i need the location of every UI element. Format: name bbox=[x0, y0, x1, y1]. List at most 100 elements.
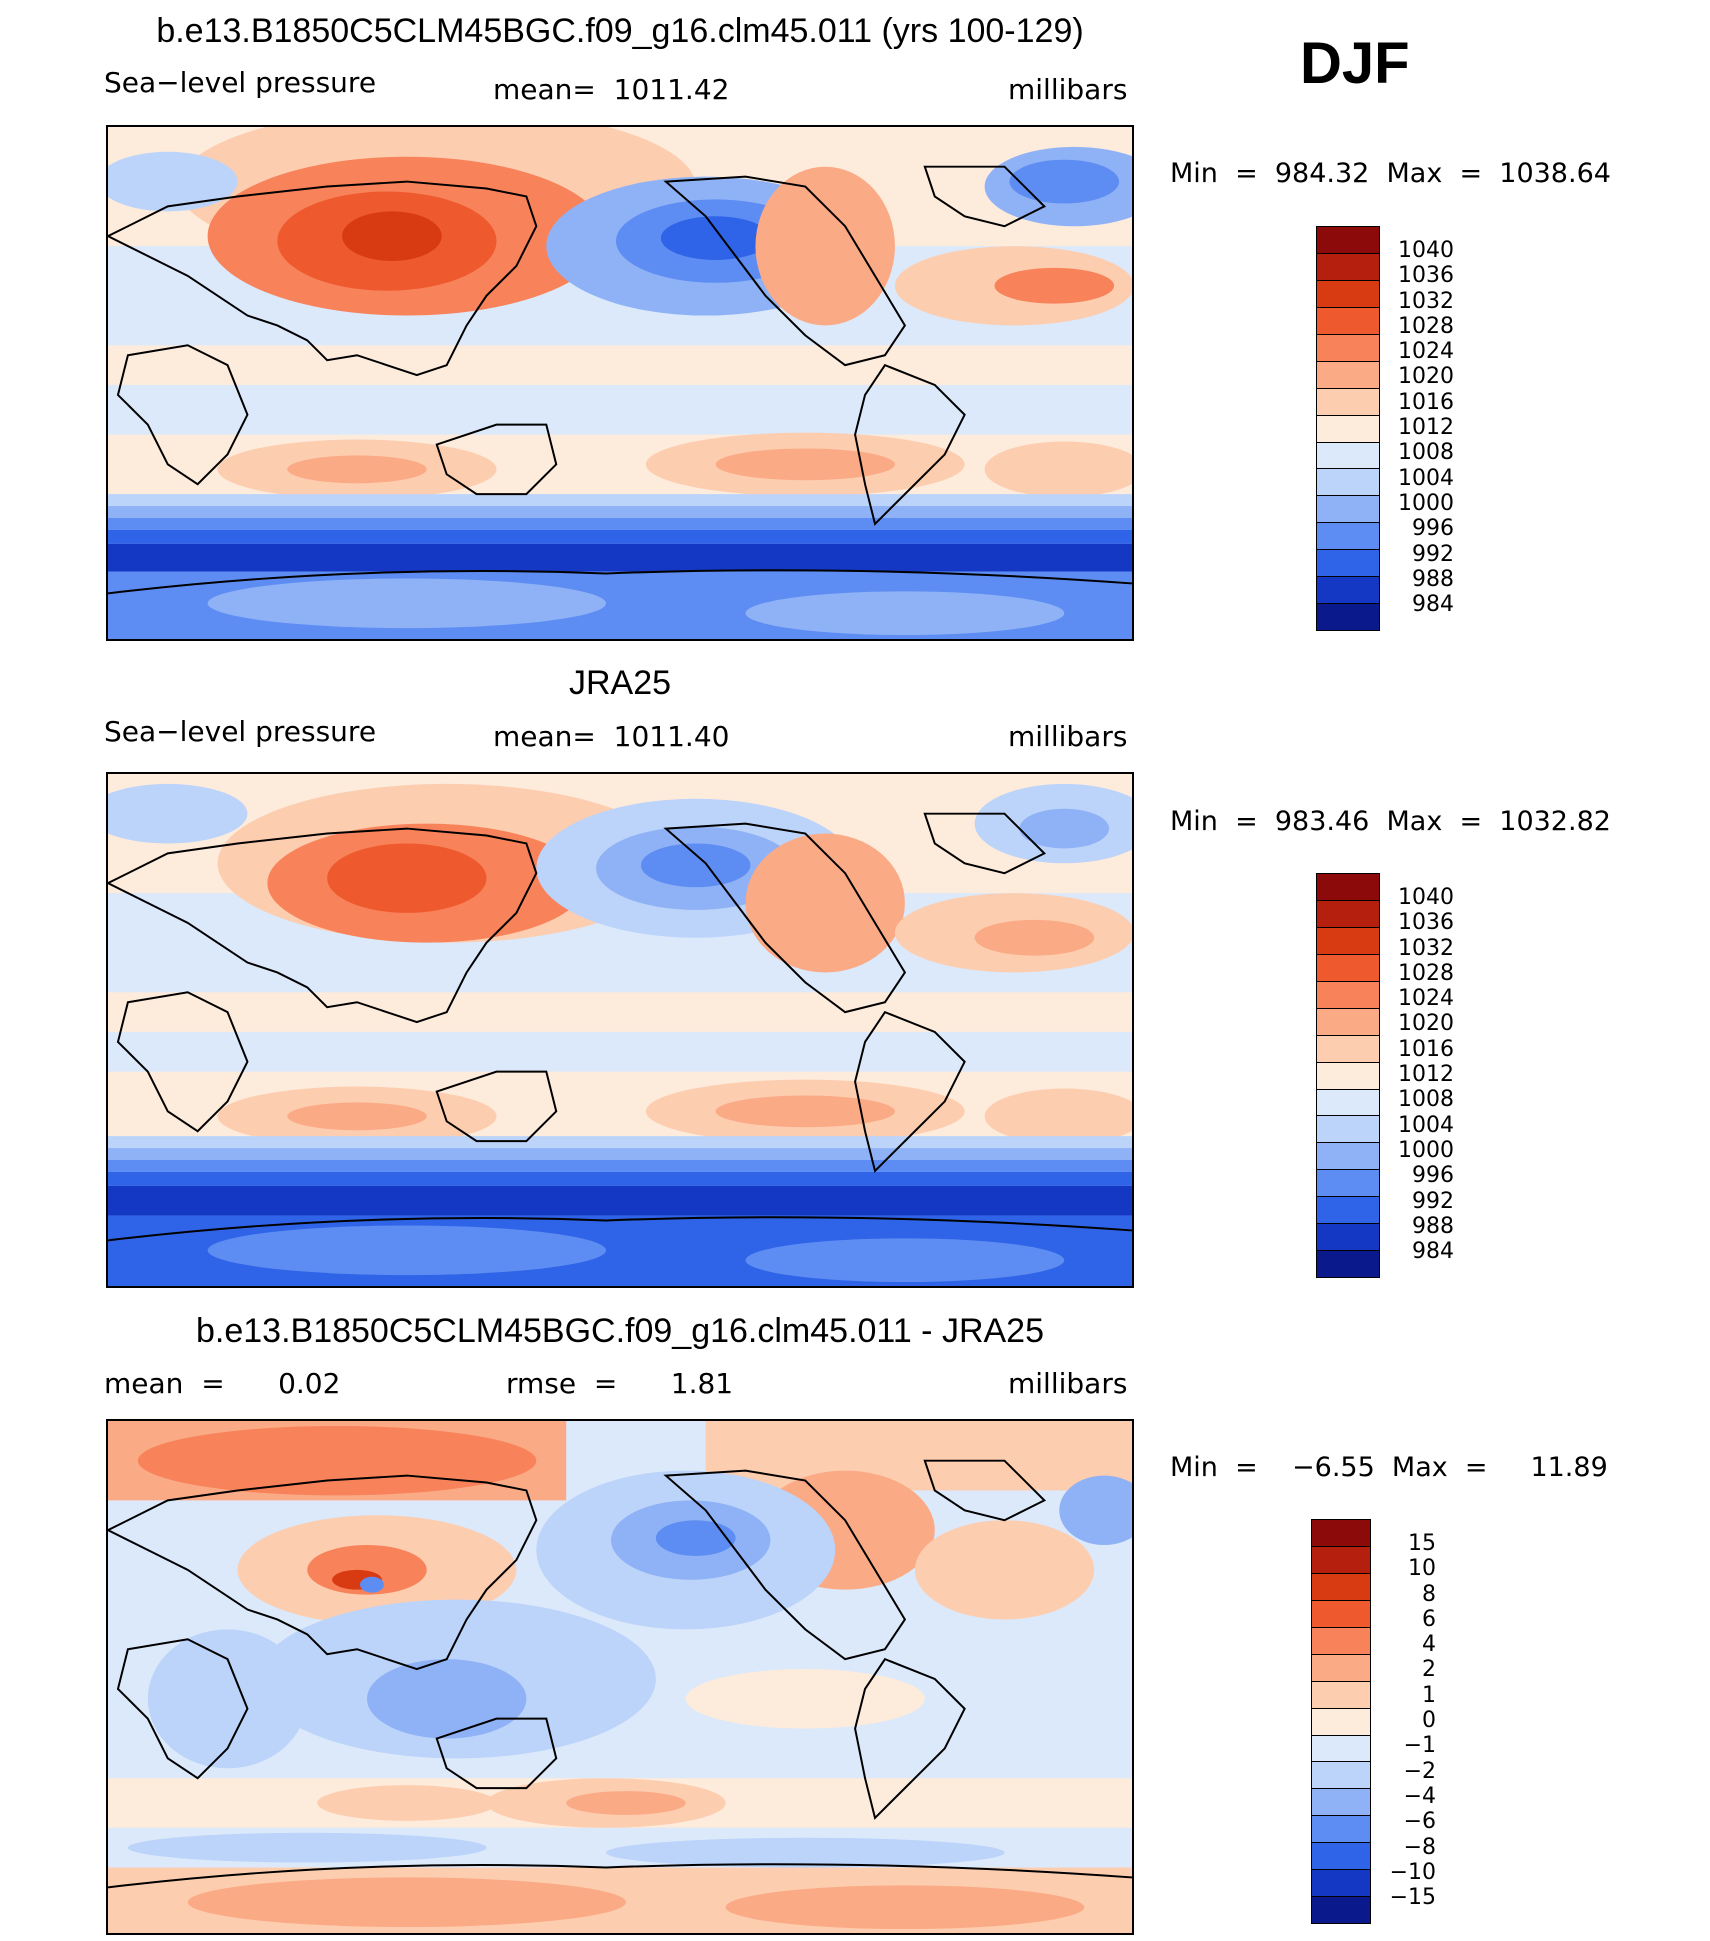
colorbar-swatch bbox=[1317, 253, 1379, 281]
colorbar-tick-label: −4 bbox=[1403, 1783, 1436, 1809]
colorbar-swatch bbox=[1317, 1116, 1379, 1144]
colorbar-tick-label: 996 bbox=[1412, 516, 1454, 542]
colorbar-tick-label: 992 bbox=[1412, 541, 1454, 567]
panel-1-variable-label: Sea−level pressure bbox=[104, 66, 377, 99]
colorbar-swatch bbox=[1317, 1062, 1379, 1090]
colorbar-swatch bbox=[1312, 1735, 1370, 1763]
colorbar-swatch bbox=[1317, 415, 1379, 443]
colorbar-swatch bbox=[1317, 550, 1379, 578]
colorbar-swatch bbox=[1317, 577, 1379, 605]
colorbar-swatch bbox=[1317, 1143, 1379, 1171]
colorbar-swatch bbox=[1317, 1197, 1379, 1225]
colorbar-tick-label: −1 bbox=[1403, 1733, 1436, 1759]
colorbar-tick-label: 1000 bbox=[1398, 1137, 1454, 1163]
colorbar-tick-label: −15 bbox=[1389, 1885, 1436, 1911]
colorbar-swatch bbox=[1317, 227, 1379, 254]
colorbar-swatch bbox=[1317, 900, 1379, 928]
panel-2-title: JRA25 bbox=[568, 664, 672, 702]
colorbar-swatch bbox=[1317, 1035, 1379, 1063]
colorbar-swatch bbox=[1317, 442, 1379, 470]
colorbar-swatch bbox=[1317, 280, 1379, 308]
colorbar-swatch bbox=[1312, 1870, 1370, 1898]
colorbar-tick-label: 1004 bbox=[1398, 465, 1454, 491]
colorbar-tick-label: 0 bbox=[1422, 1708, 1436, 1734]
colorbar-swatch bbox=[1312, 1816, 1370, 1844]
colorbar-tick-label: 1004 bbox=[1398, 1112, 1454, 1138]
colorbar-tick-label: 988 bbox=[1412, 1213, 1454, 1239]
colorbar-tick-label: 1012 bbox=[1398, 415, 1454, 441]
colorbar-tick-label: −8 bbox=[1403, 1834, 1436, 1860]
colorbar-tick-label: 1036 bbox=[1398, 910, 1454, 936]
colorbar-tick-label: 10 bbox=[1408, 1556, 1436, 1582]
panel-1-mean-label: mean= 1011.42 bbox=[493, 73, 730, 106]
colorbar-tick-label: 1036 bbox=[1398, 263, 1454, 289]
panel-2-variable-label: Sea−level pressure bbox=[104, 715, 377, 748]
colorbar-tick-label: 1040 bbox=[1398, 238, 1454, 263]
colorbar-tick-label: 1016 bbox=[1398, 1036, 1454, 1062]
panel-1-title: b.e13.B1850C5CLM45BGC.f09_g16.clm45.011 … bbox=[156, 12, 1084, 50]
colorbar-swatch bbox=[1312, 1654, 1370, 1682]
colorbar-tick-label: 2 bbox=[1422, 1657, 1436, 1683]
colorbar-swatch bbox=[1317, 1170, 1379, 1198]
panel-3-map bbox=[106, 1419, 1134, 1935]
colorbar-tick-label: −2 bbox=[1403, 1758, 1436, 1784]
colorbar-tick-label: 984 bbox=[1412, 592, 1454, 618]
panel-1-units-label: millibars bbox=[1008, 73, 1128, 106]
colorbar-tick-label: 1000 bbox=[1398, 490, 1454, 516]
colorbar-swatch bbox=[1317, 496, 1379, 524]
colorbar-tick-label: 4 bbox=[1422, 1632, 1436, 1658]
colorbar-tick-label: 1008 bbox=[1398, 440, 1454, 466]
colorbar-tick-label: 1028 bbox=[1398, 313, 1454, 339]
panel-3-colorbar bbox=[1311, 1519, 1371, 1924]
colorbar-tick-label: −10 bbox=[1389, 1859, 1436, 1885]
colorbar-swatch bbox=[1312, 1789, 1370, 1817]
colorbar-swatch bbox=[1317, 927, 1379, 955]
colorbar-tick-label: 1012 bbox=[1398, 1062, 1454, 1088]
panel-3-mean-label: mean = 0.02 bbox=[104, 1367, 341, 1400]
colorbar-tick-label: 1040 bbox=[1398, 885, 1454, 910]
colorbar-swatch bbox=[1317, 469, 1379, 497]
panel-2-colorbar-labels: 1040 1036 1032 1028 1024 1020 1016 1012 1008 1004… bbox=[1384, 885, 1454, 1264]
colorbar-tick-label: 992 bbox=[1412, 1188, 1454, 1214]
colorbar-swatch bbox=[1317, 604, 1379, 631]
colorbar-tick-label: 996 bbox=[1412, 1163, 1454, 1189]
colorbar-tick-label: 1024 bbox=[1398, 339, 1454, 365]
colorbar-swatch bbox=[1317, 388, 1379, 416]
colorbar-tick-label: 1032 bbox=[1398, 288, 1454, 314]
panel-2-colorbar bbox=[1316, 873, 1380, 1278]
colorbar-tick-label: 1008 bbox=[1398, 1087, 1454, 1113]
colorbar-tick-label: 1016 bbox=[1398, 389, 1454, 415]
colorbar-swatch bbox=[1317, 874, 1379, 901]
colorbar-swatch bbox=[1312, 1573, 1370, 1601]
colorbar-swatch bbox=[1312, 1843, 1370, 1871]
panel-3-title: b.e13.B1850C5CLM45BGC.f09_g16.clm45.011 … bbox=[196, 1312, 1044, 1350]
colorbar-swatch bbox=[1317, 1008, 1379, 1036]
colorbar-swatch bbox=[1312, 1762, 1370, 1790]
colorbar-swatch bbox=[1317, 1224, 1379, 1252]
colorbar-tick-label: 1028 bbox=[1398, 960, 1454, 986]
colorbar-swatch bbox=[1312, 1546, 1370, 1574]
panel-2-minmax: Min = 983.46 Max = 1032.82 bbox=[1170, 806, 1611, 837]
colorbar-swatch bbox=[1312, 1708, 1370, 1736]
panel-2-mean-label: mean= 1011.40 bbox=[493, 720, 730, 753]
colorbar-swatch bbox=[1317, 307, 1379, 335]
colorbar-tick-label: 988 bbox=[1412, 566, 1454, 592]
panel-2-units-label: millibars bbox=[1008, 720, 1128, 753]
colorbar-swatch bbox=[1317, 981, 1379, 1009]
colorbar-tick-label: 1032 bbox=[1398, 935, 1454, 961]
colorbar-swatch bbox=[1317, 361, 1379, 389]
colorbar-tick-label: 1020 bbox=[1398, 364, 1454, 390]
panel-1-minmax: Min = 984.32 Max = 1038.64 bbox=[1170, 158, 1611, 189]
panel-1-colorbar bbox=[1316, 226, 1380, 631]
panel-2-map bbox=[106, 772, 1134, 1288]
colorbar-tick-label: 6 bbox=[1422, 1606, 1436, 1632]
colorbar-tick-label: 984 bbox=[1412, 1239, 1454, 1265]
panel-1-map bbox=[106, 125, 1134, 641]
colorbar-swatch bbox=[1317, 1251, 1379, 1278]
panel-1-colorbar-labels: 1040 1036 1032 1028 1024 1020 1016 1012 1008 1004… bbox=[1384, 238, 1454, 617]
colorbar-tick-label: 8 bbox=[1422, 1581, 1436, 1607]
colorbar-tick-label: 1024 bbox=[1398, 986, 1454, 1012]
colorbar-swatch bbox=[1312, 1520, 1370, 1547]
colorbar-swatch bbox=[1312, 1897, 1370, 1924]
colorbar-tick-label: −6 bbox=[1403, 1809, 1436, 1835]
